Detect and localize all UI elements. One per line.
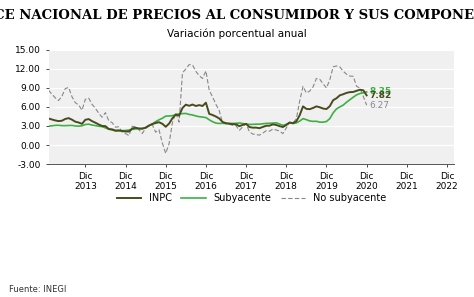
Text: Variación porcentual anual: Variación porcentual anual xyxy=(167,28,307,39)
Legend: INPC, Subyacente, No subyacente: INPC, Subyacente, No subyacente xyxy=(113,189,390,207)
Text: 7.82: 7.82 xyxy=(369,91,391,100)
Text: 6.27: 6.27 xyxy=(369,101,389,110)
Text: Fuente: INEGI: Fuente: INEGI xyxy=(9,285,67,294)
Text: ÍNDICE NACIONAL DE PRECIOS AL CONSUMIDOR Y SUS COMPONENTES: ÍNDICE NACIONAL DE PRECIOS AL CONSUMIDOR… xyxy=(0,9,474,22)
Text: 8.35: 8.35 xyxy=(369,87,391,97)
